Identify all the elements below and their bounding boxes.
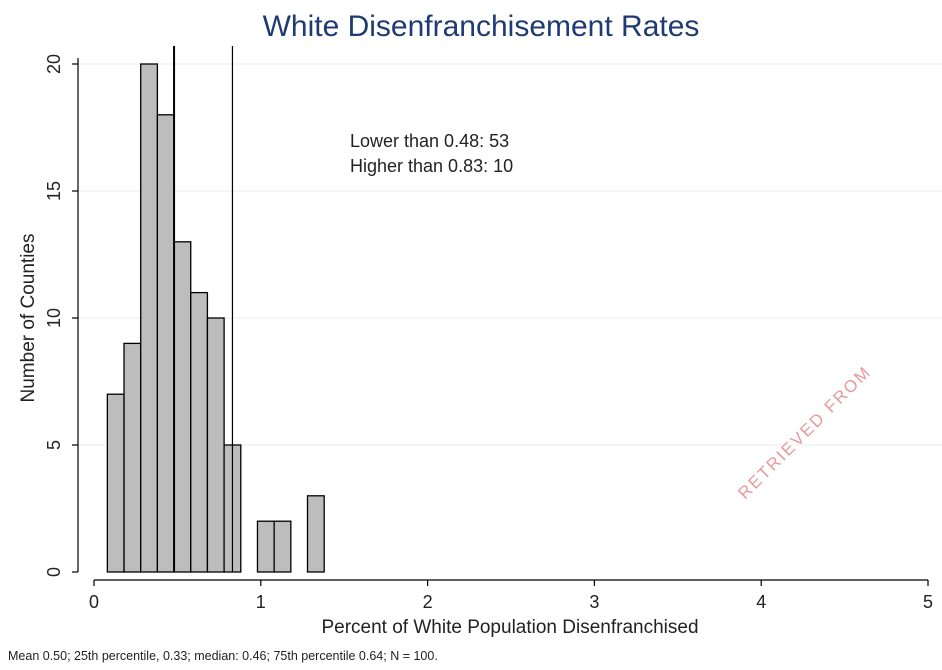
annotation-lower: Lower than 0.48: 53	[350, 131, 509, 151]
y-tick-label-5: 5	[44, 440, 64, 450]
y-tick-label-15: 15	[44, 181, 64, 201]
bar-12	[306, 495, 325, 573]
y-axis-label: Number of Counties	[18, 234, 39, 403]
footnote: Mean 0.50; 25th percentile, 0.33; median…	[8, 649, 438, 663]
x-tick-label-5: 5	[923, 592, 933, 612]
chart-title: White Disenfranchisement Rates	[263, 10, 700, 43]
reference-lines	[173, 46, 234, 572]
bar-1	[123, 342, 142, 573]
bar-6	[206, 317, 225, 573]
axes	[72, 58, 929, 586]
watermark: RETRIEVED FROM	[734, 362, 875, 503]
bar-3	[156, 114, 175, 573]
annotation-higher: Higher than 0.83: 10	[350, 156, 513, 176]
x-tick-label-1: 1	[256, 592, 266, 612]
bar-2	[140, 63, 159, 573]
y-tick-label-10: 10	[44, 308, 64, 328]
x-tick-label-0: 0	[89, 592, 99, 612]
x-axis-label: Percent of White Population Disenfranchi…	[321, 617, 698, 638]
bars	[106, 63, 325, 573]
bar-10	[273, 520, 292, 573]
bar-4	[173, 241, 192, 573]
tick-labels: 0 1 2 3 4 5 0 5 10 15 20	[44, 54, 933, 612]
x-tick-label-3: 3	[589, 592, 599, 612]
bar-5	[190, 291, 209, 573]
bar-9	[256, 520, 275, 573]
y-tick-label-0: 0	[44, 567, 64, 577]
x-tick-label-4: 4	[756, 592, 766, 612]
bar-0	[106, 393, 125, 573]
y-tick-label-20: 20	[44, 54, 64, 74]
x-tick-label-2: 2	[423, 592, 433, 612]
